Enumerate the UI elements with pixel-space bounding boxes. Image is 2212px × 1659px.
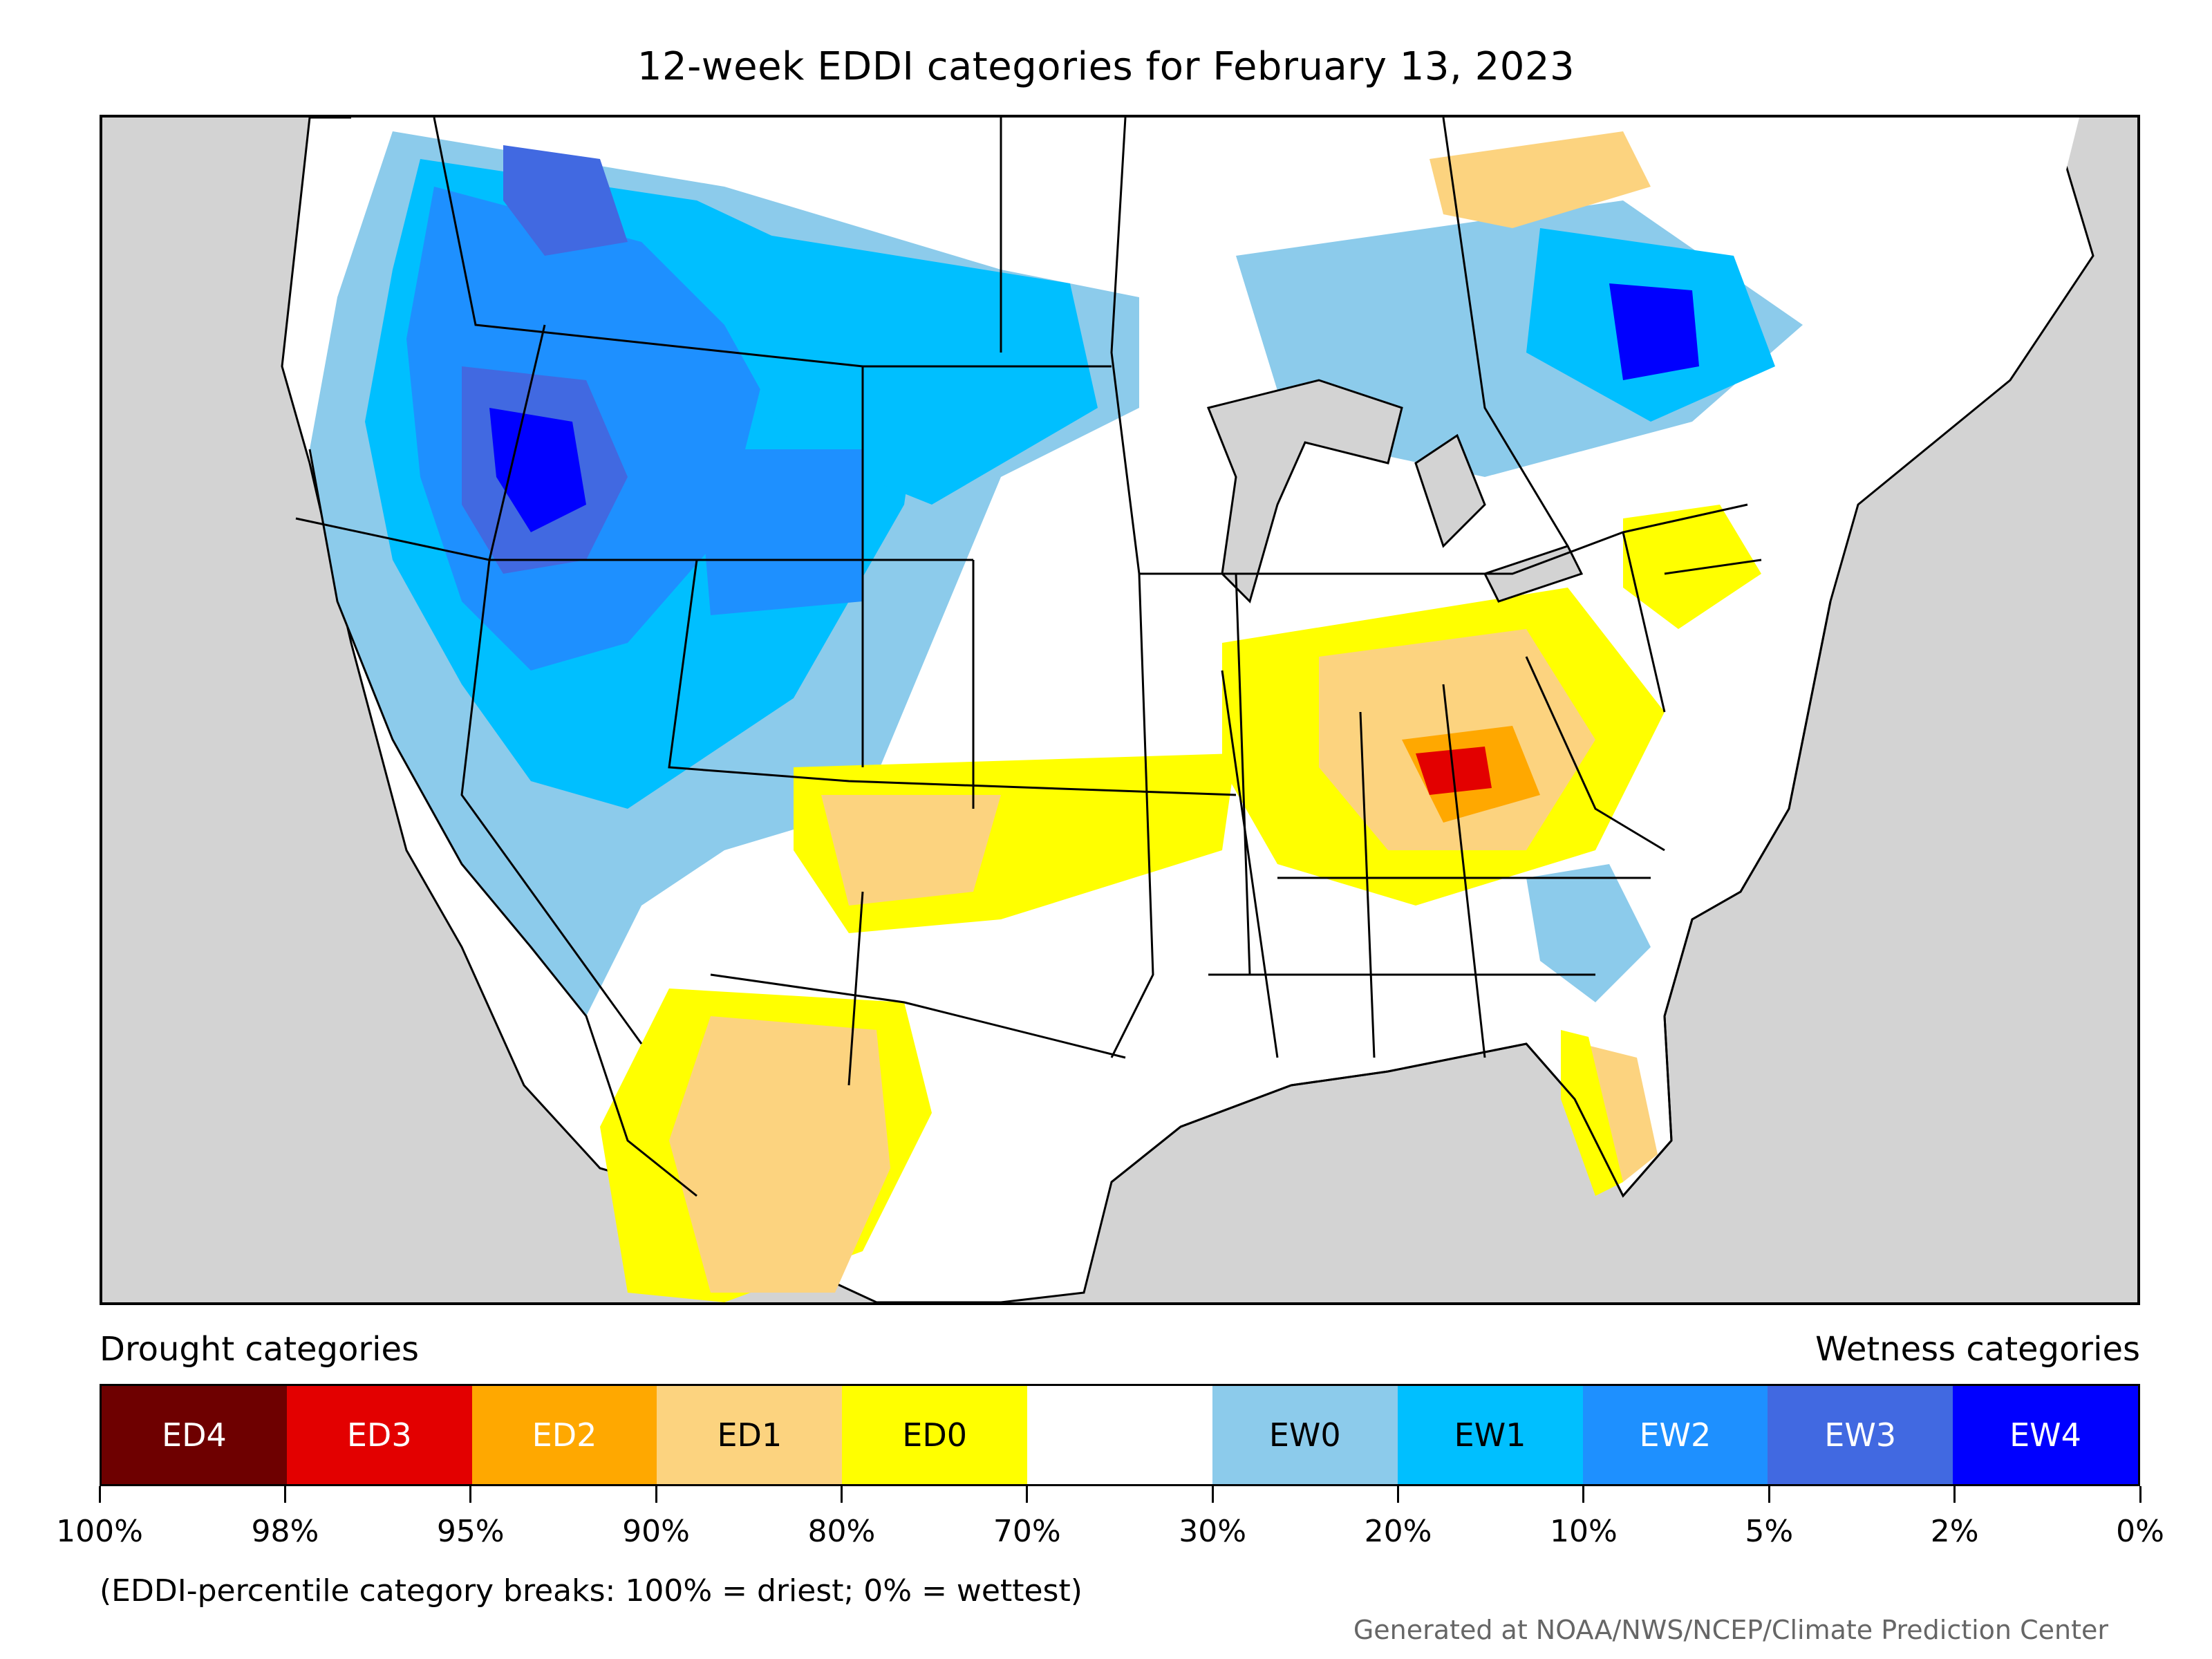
colorbar-cell-ed1: ED1 (657, 1386, 843, 1484)
colorbar-tick-label: 2% (1930, 1514, 1979, 1549)
colorbar-tick (840, 1486, 843, 1503)
dry-ed1-florida (1582, 1044, 1658, 1182)
eddi-map (100, 115, 2140, 1305)
wet-ew3-north (503, 145, 628, 256)
colorbar-cell-ew1: EW1 (1397, 1386, 1583, 1484)
colorbar-tick-label: 98% (251, 1514, 319, 1549)
colorbar-cell-ew2: EW2 (1582, 1386, 1768, 1484)
colorbar-tick (2139, 1486, 2141, 1503)
colorbar-cell-ed0: ED0 (842, 1386, 1028, 1484)
colorbar-tick (1397, 1486, 1400, 1503)
colorbar-cell-ew4: EW4 (1953, 1386, 2138, 1484)
dry-ed0-florida (1561, 1030, 1623, 1196)
colorbar-tick (469, 1486, 472, 1503)
wet-ew0-southeast (1526, 864, 1651, 1002)
colorbar-tick (655, 1486, 657, 1503)
great-lakes (1206, 379, 1584, 603)
colorbar-ticks (98, 1486, 2141, 1507)
colorbar-tick (1953, 1486, 1956, 1503)
state-boundaries (295, 118, 1762, 1086)
colorbar-tick-label: 5% (1745, 1514, 1794, 1549)
colorbar-tick-label: 95% (436, 1514, 505, 1549)
colorbar-tick-label: 80% (807, 1514, 876, 1549)
colorbar-tick-label: 10% (1550, 1514, 1618, 1549)
map-canvas (281, 118, 2094, 1302)
category-colorbar: ED4 ED3 ED2 ED1 ED0 EW0 EW1 EW2 EW3 EW4 (100, 1384, 2140, 1486)
colorbar-cell-ed3: ED3 (286, 1386, 472, 1484)
coastline (308, 449, 1832, 1198)
map-title: 12-week EDDI categories for February 13,… (637, 44, 1575, 89)
colorbar-cell-ew3: EW3 (1768, 1386, 1953, 1484)
percentile-note: (EDDI-percentile category breaks: 100% =… (100, 1573, 1082, 1609)
dry-ed0-northeast (1623, 505, 1761, 629)
drought-categories-heading: Drought categories (100, 1330, 419, 1369)
dry-ed1-quebec (1430, 131, 1651, 228)
colorbar-tick (283, 1486, 286, 1503)
colorbar-cell-ed2: ED2 (471, 1386, 657, 1484)
colorbar-cell-ed4: ED4 (102, 1386, 287, 1484)
dry-ed1-southern-plains (821, 795, 1001, 906)
colorbar-tick-label: 90% (622, 1514, 690, 1549)
colorbar-tick-label: 30% (1179, 1514, 1247, 1549)
wet-ew2-wyoming (697, 449, 863, 615)
wetness-categories-heading: Wetness categories (1815, 1330, 2140, 1369)
wet-ew4-quebec (1609, 283, 1699, 380)
colorbar-tick-label: 0% (2116, 1514, 2164, 1549)
colorbar-tick (1026, 1486, 1029, 1503)
colorbar-tick (98, 1486, 101, 1503)
colorbar-cell-normal (1027, 1386, 1212, 1484)
colorbar-tick (1211, 1486, 1214, 1503)
colorbar-tick (1768, 1486, 1770, 1503)
colorbar-tick-label: 100% (56, 1514, 143, 1549)
dry-ed1-southwest (669, 1016, 890, 1293)
colorbar-tick (1582, 1486, 1585, 1503)
credit-line: Generated at NOAA/NWS/NCEP/Climate Predi… (1353, 1615, 2108, 1645)
colorbar-cell-ew0: EW0 (1212, 1386, 1398, 1484)
colorbar-tick-label: 20% (1364, 1514, 1432, 1549)
colorbar-tick-label: 70% (993, 1514, 1061, 1549)
wet-ew4-west (489, 408, 586, 532)
